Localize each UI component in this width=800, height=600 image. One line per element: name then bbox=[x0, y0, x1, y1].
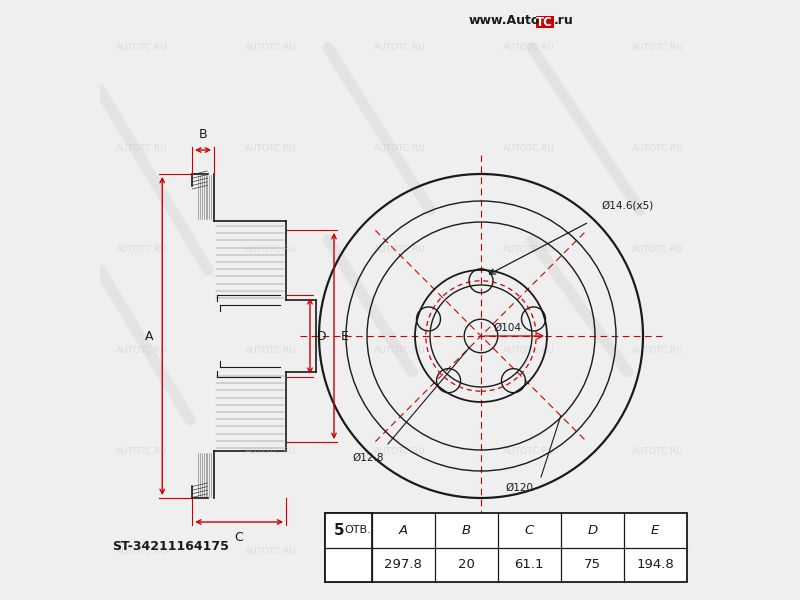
Text: Ø12.8: Ø12.8 bbox=[352, 453, 383, 463]
Text: .ru: .ru bbox=[554, 14, 574, 28]
Text: AUTOTC.RU: AUTOTC.RU bbox=[245, 144, 297, 153]
Text: AUTOTC.RU: AUTOTC.RU bbox=[116, 346, 168, 355]
Text: Ø14.6(x5): Ø14.6(x5) bbox=[601, 200, 654, 210]
Text: 194.8: 194.8 bbox=[637, 558, 674, 571]
Bar bbox=[325, 513, 372, 582]
Text: AUTOTC.RU: AUTOTC.RU bbox=[503, 446, 555, 456]
Text: C: C bbox=[525, 524, 534, 537]
Text: E: E bbox=[341, 329, 349, 343]
Text: AUTOTC.RU: AUTOTC.RU bbox=[374, 245, 426, 254]
Text: AUTOTC.RU: AUTOTC.RU bbox=[374, 547, 426, 557]
Text: B: B bbox=[462, 524, 471, 537]
Text: AUTOTC.RU: AUTOTC.RU bbox=[632, 446, 684, 456]
Text: A: A bbox=[145, 329, 154, 343]
Text: TC: TC bbox=[536, 16, 553, 29]
Text: AUTOTC.RU: AUTOTC.RU bbox=[374, 43, 426, 52]
Text: AUTOTC.RU: AUTOTC.RU bbox=[116, 547, 168, 557]
Text: 61.1: 61.1 bbox=[514, 558, 544, 571]
Text: 75: 75 bbox=[584, 558, 601, 571]
Text: A: A bbox=[398, 524, 408, 537]
Text: AUTOTC.RU: AUTOTC.RU bbox=[632, 43, 684, 52]
Text: D: D bbox=[587, 524, 598, 537]
Text: 297.8: 297.8 bbox=[384, 558, 422, 571]
Text: AUTOTC.RU: AUTOTC.RU bbox=[116, 144, 168, 153]
Text: B: B bbox=[199, 128, 207, 141]
Text: AUTOTC.RU: AUTOTC.RU bbox=[116, 43, 168, 52]
Text: ST-34211164175: ST-34211164175 bbox=[112, 539, 229, 553]
Text: C: C bbox=[234, 531, 243, 544]
Text: AUTOTC.RU: AUTOTC.RU bbox=[245, 547, 297, 557]
Text: AUTOTC.RU: AUTOTC.RU bbox=[245, 245, 297, 254]
Text: www.Auto: www.Auto bbox=[469, 14, 540, 28]
Text: AUTOTC.RU: AUTOTC.RU bbox=[503, 245, 555, 254]
Text: Ø104: Ø104 bbox=[493, 323, 521, 333]
Text: AUTOTC.RU: AUTOTC.RU bbox=[632, 346, 684, 355]
Text: AUTOTC.RU: AUTOTC.RU bbox=[245, 43, 297, 52]
Text: AUTOTC.RU: AUTOTC.RU bbox=[374, 346, 426, 355]
Text: 5: 5 bbox=[334, 523, 345, 538]
FancyBboxPatch shape bbox=[535, 16, 554, 28]
Text: D: D bbox=[317, 329, 327, 343]
Text: ОТВ.: ОТВ. bbox=[344, 525, 371, 535]
Text: AUTOTC.RU: AUTOTC.RU bbox=[374, 446, 426, 456]
Text: AUTOTC.RU: AUTOTC.RU bbox=[503, 547, 555, 557]
Text: AUTOTC.RU: AUTOTC.RU bbox=[632, 144, 684, 153]
Text: AUTOTC.RU: AUTOTC.RU bbox=[632, 245, 684, 254]
Text: AUTOTC.RU: AUTOTC.RU bbox=[374, 144, 426, 153]
Text: Ø120: Ø120 bbox=[505, 483, 533, 493]
Text: AUTOTC.RU: AUTOTC.RU bbox=[116, 245, 168, 254]
Text: E: E bbox=[651, 524, 659, 537]
Text: AUTOTC.RU: AUTOTC.RU bbox=[245, 346, 297, 355]
Text: AUTOTC.RU: AUTOTC.RU bbox=[503, 346, 555, 355]
Text: AUTOTC.RU: AUTOTC.RU bbox=[503, 144, 555, 153]
Text: 20: 20 bbox=[458, 558, 474, 571]
Text: AUTOTC.RU: AUTOTC.RU bbox=[632, 547, 684, 557]
Text: AUTOTC.RU: AUTOTC.RU bbox=[245, 446, 297, 456]
Bar bbox=[325, 513, 686, 582]
Text: AUTOTC.RU: AUTOTC.RU bbox=[116, 446, 168, 456]
Text: AUTOTC.RU: AUTOTC.RU bbox=[503, 43, 555, 52]
